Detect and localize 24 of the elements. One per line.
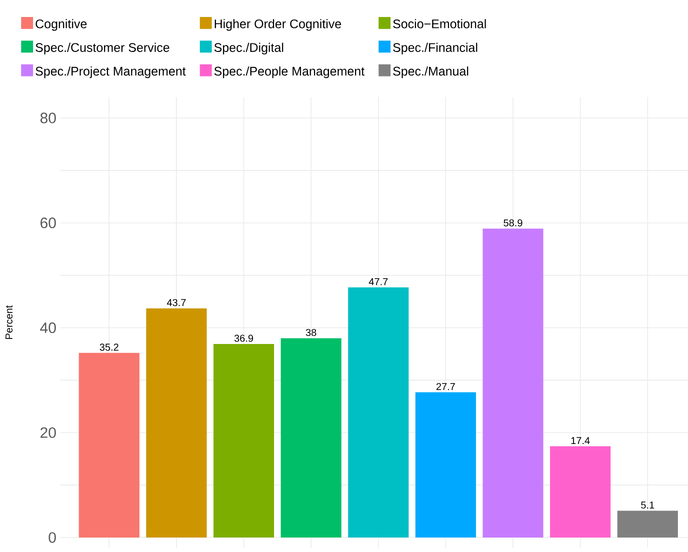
legend-label: Socio−Emotional: [393, 19, 486, 28]
data-label: 58.9: [504, 219, 522, 226]
legend-label: Spec./Digital: [214, 42, 284, 54]
y-tick-label: 60: [40, 218, 56, 228]
y-axis-title: Percent: [6, 305, 12, 339]
legend-label: Spec./Manual: [393, 66, 468, 78]
legend-label: Cognitive: [36, 19, 87, 31]
data-label: 5.1: [641, 502, 654, 509]
y-tick-label: 20: [40, 427, 56, 438]
y-tick-label: 80: [40, 112, 56, 124]
data-label: 43.7: [166, 299, 186, 306]
y-tick-label: 40: [40, 322, 56, 334]
data-label: 38: [306, 328, 316, 336]
legend-label: Spec./People Management: [214, 66, 364, 78]
data-label: 47.7: [368, 278, 388, 286]
data-label: 36.9: [234, 334, 254, 342]
data-label: 17.4: [571, 437, 590, 444]
legend-label: Spec./Project Management: [36, 66, 186, 78]
legend-label: Spec./Customer Service: [36, 42, 170, 54]
data-label: 27.7: [436, 383, 455, 390]
data-label: 35.2: [100, 344, 118, 351]
legend-label: Higher Order Cognitive: [214, 19, 342, 31]
y-tick-label: 0: [48, 532, 56, 543]
legend-label: Spec./Financial: [393, 42, 478, 54]
